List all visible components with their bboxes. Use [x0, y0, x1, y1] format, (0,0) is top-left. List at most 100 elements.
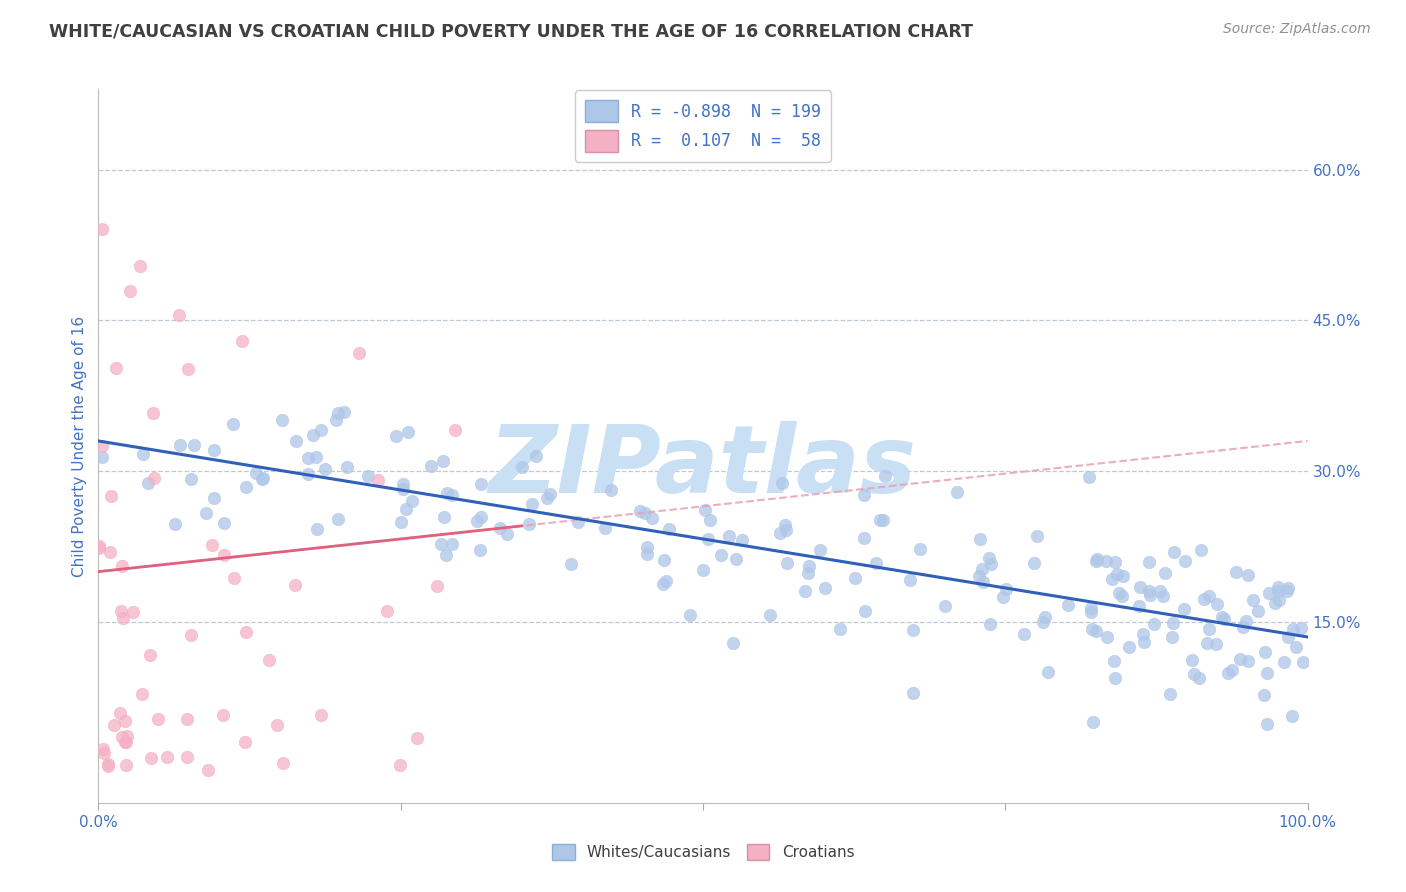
Point — [142, 471, 165, 485]
Point — [367, 473, 389, 487]
Point — [87, 539, 110, 553]
Point — [636, 540, 658, 554]
Point — [169, 438, 191, 452]
Point — [980, 558, 1002, 572]
Point — [1237, 654, 1260, 668]
Point — [628, 504, 651, 518]
Point — [852, 488, 875, 502]
Point — [202, 443, 225, 458]
Point — [1225, 565, 1247, 579]
Point — [1267, 584, 1289, 599]
Point — [1220, 663, 1243, 677]
Point — [600, 483, 623, 498]
Point — [536, 491, 558, 505]
Point — [1128, 599, 1150, 613]
Point — [1152, 589, 1174, 603]
Point — [132, 447, 155, 461]
Point — [333, 405, 356, 419]
Point — [1133, 635, 1156, 649]
Point — [307, 522, 329, 536]
Point — [103, 718, 125, 732]
Point — [1277, 630, 1299, 644]
Point — [325, 413, 347, 427]
Point — [1137, 555, 1160, 569]
Point — [1035, 610, 1057, 624]
Point — [1173, 602, 1195, 616]
Point — [641, 511, 664, 525]
Point — [270, 413, 292, 427]
Point — [114, 735, 136, 749]
Point — [110, 604, 132, 618]
Point — [1218, 665, 1240, 680]
Point — [1095, 630, 1118, 644]
Point — [235, 625, 257, 640]
Point — [98, 544, 121, 558]
Point — [1253, 688, 1275, 702]
Point — [167, 308, 190, 322]
Point — [946, 485, 969, 500]
Point — [993, 591, 1015, 605]
Point — [695, 503, 717, 517]
Point — [1181, 653, 1204, 667]
Point — [1057, 598, 1080, 612]
Point — [375, 604, 398, 618]
Point — [142, 406, 165, 420]
Point — [520, 498, 543, 512]
Point — [1095, 553, 1118, 567]
Point — [1032, 615, 1054, 630]
Point — [1229, 651, 1251, 665]
Point — [808, 543, 831, 558]
Point — [1159, 687, 1181, 701]
Point — [496, 527, 519, 541]
Point — [177, 362, 200, 376]
Point — [314, 462, 336, 476]
Point — [972, 562, 994, 576]
Point — [1281, 709, 1303, 723]
Point — [696, 532, 718, 546]
Point — [180, 472, 202, 486]
Point — [1085, 552, 1108, 566]
Point — [441, 537, 464, 551]
Point — [108, 706, 131, 721]
Point — [1198, 589, 1220, 603]
Text: ZIPatlas: ZIPatlas — [489, 421, 917, 514]
Point — [593, 521, 616, 535]
Point — [1174, 554, 1197, 568]
Point — [1105, 567, 1128, 582]
Point — [1241, 593, 1264, 607]
Point — [118, 284, 141, 298]
Point — [1211, 610, 1233, 624]
Point — [797, 566, 820, 581]
Point — [297, 451, 319, 466]
Point — [131, 687, 153, 701]
Point — [969, 533, 991, 547]
Point — [222, 571, 245, 585]
Point — [655, 574, 678, 588]
Point — [87, 541, 110, 556]
Point — [91, 450, 114, 464]
Point — [266, 718, 288, 732]
Point — [1282, 622, 1305, 636]
Point — [844, 571, 866, 585]
Point — [93, 746, 115, 760]
Point — [934, 599, 956, 614]
Point — [115, 758, 138, 772]
Point — [710, 548, 733, 562]
Point — [699, 513, 721, 527]
Point — [336, 459, 359, 474]
Point — [1247, 604, 1270, 618]
Point — [271, 756, 294, 770]
Point — [1272, 655, 1295, 669]
Point — [1085, 624, 1108, 639]
Point — [90, 439, 112, 453]
Point — [776, 556, 799, 570]
Point — [111, 730, 134, 744]
Point — [433, 510, 456, 524]
Point — [1256, 717, 1278, 731]
Point — [979, 617, 1001, 632]
Point — [813, 581, 835, 595]
Point — [112, 611, 135, 625]
Point — [231, 334, 253, 349]
Point — [1268, 593, 1291, 607]
Point — [1192, 591, 1215, 606]
